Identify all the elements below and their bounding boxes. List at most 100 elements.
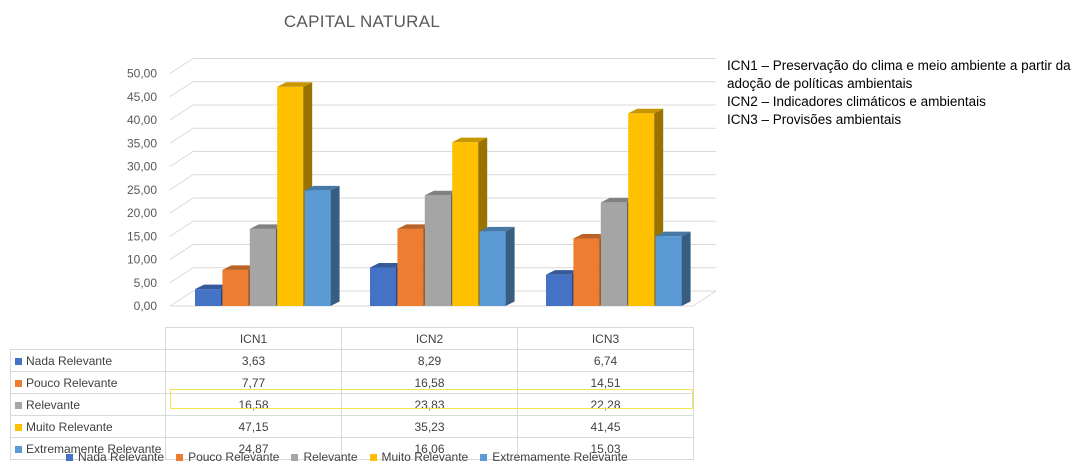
row-header-pouco-relevante: Pouco Relevante [10,371,166,394]
legend-label: Muito Relevante [381,450,469,464]
y-tick-label: 25,00 [127,183,157,197]
data-table-row-extremamente-relevante: Extremamente Relevante 24,87 16,06 15,03 [10,437,694,460]
bar-top [573,234,609,239]
bar-front [424,195,451,306]
data-cell: 8,29 [341,349,518,372]
bar-front [397,228,424,306]
gridline-diag [169,174,194,191]
y-tick-label: 50,00 [127,67,157,81]
gridline-diag [169,290,194,307]
floor-side-edge [692,290,717,307]
bar-top [370,262,405,268]
bar [304,185,340,306]
series-name: Pouco Relevante [26,375,118,390]
bar-front [304,190,331,306]
row-header-nada-relevante: Nada Relevante [10,349,166,372]
legend-item-muito-relevante: Muito Relevante [369,450,469,464]
series-name: Nada Relevante [26,353,113,368]
bar-top [546,270,581,275]
data-cell: 41,45 [517,415,694,438]
y-tick-label: 20,00 [127,206,157,220]
legend-swatch [15,423,22,431]
data-cell: 7,77 [165,371,342,394]
y-tick-label: 15,00 [127,229,157,243]
data-cell: 3,63 [165,349,342,372]
data-cell: 35,23 [341,415,518,438]
gridline-diag [169,104,194,121]
data-cell: 16,58 [341,371,518,394]
bar-front [452,142,479,306]
legend-swatch [15,401,22,409]
data-cell: 47,15 [165,415,342,438]
legend-label: Pouco Relevante [188,450,280,464]
data-cell: 16,58 [165,393,342,416]
bar-front [222,269,249,306]
series-name: Extremamente Relevante [26,441,162,456]
bar [479,226,515,306]
y-tick-label: 10,00 [127,253,157,267]
bar-chart-3d: 0,00 5,00 10,00 15,00 20,00 25,00 30,00 35,00 40… [127,58,717,313]
bar [655,231,691,306]
bar-top [195,284,230,290]
data-table-row-muito-relevante: Muito Relevante 47,15 35,23 41,45 [10,415,694,438]
bar-top [222,265,258,270]
bar-top [249,224,285,229]
bar-front [600,202,627,306]
note-icn1-line2: adoção de políticas ambientais [727,76,913,91]
bar-top [304,185,340,191]
bar-side [505,226,515,306]
gridline-diag [169,197,194,214]
data-cell: 16,06 [341,437,518,460]
bar-front [277,86,304,306]
bar-front [479,231,506,306]
gridline-diag [169,244,194,260]
category-label-icn2: ICN2 [341,327,518,350]
category-label-icn1: ICN1 [165,327,342,350]
y-tick-label: 0,00 [134,299,158,313]
data-table-row-relevante: Relevante 16,58 23,83 22,28 [10,393,694,416]
gridline-diag [169,151,194,167]
bar-top [628,108,664,114]
legend-label: Extremamente Relevante [492,450,628,464]
bar-top [600,197,636,203]
gridline-diag [169,220,194,237]
legend-item-pouco-relevante: Pouco Relevante [176,450,279,464]
bar-front [655,236,682,306]
legend-swatch [15,379,22,387]
note-icn1-line1: ICN1 – Preservação do clima e meio ambie… [727,58,1071,73]
y-tick-label: 5,00 [134,276,158,290]
y-tick-label: 45,00 [127,90,157,104]
chart-title: CAPITAL NATURAL [283,12,441,31]
bar-top [397,224,433,229]
bar-top [452,137,488,143]
row-header-extremamente-relevante: Extremamente Relevante [10,437,166,460]
legend-swatch [369,454,377,461]
data-table-row-nada-relevante: Nada Relevante 3,63 8,29 6,74 [10,349,694,372]
y-tick-label: 35,00 [127,136,157,150]
data-table-header-row: ICN1 ICN2 ICN3 [11,327,694,350]
bar-front [546,274,572,306]
category-label-icn3: ICN3 [517,327,694,350]
bar-front [573,238,600,306]
y-tick-label: 30,00 [127,160,157,174]
legend-item-nada-relevante: Nada Relevante [66,450,164,464]
gridline-diag [169,58,194,74]
bar-top [424,190,460,196]
bar-side [681,231,691,306]
legend-swatch [15,357,22,365]
legend-swatch [480,454,488,461]
note-icn3: ICN3 – Provisões ambientais [727,112,902,127]
data-table-row-pouco-relevante: Pouco Relevante 7,77 16,58 14,51 [10,371,694,394]
legend-label: Nada Relevante [78,450,165,464]
category-notes: ICN1 – Preservação do clima e meio ambie… [727,57,1071,129]
legend-swatch [176,454,184,461]
bar-top [277,82,313,87]
bar-front [628,113,655,306]
gridline-diag [169,267,194,284]
y-tick-label: 40,00 [127,113,157,127]
data-table: ICN1 ICN2 ICN3 Nada Relevante 3,63 8,29 6,7… [10,327,694,460]
data-cell: 14,51 [517,371,694,394]
bar-top [479,226,515,232]
note-icn2: ICN2 – Indicadores climáticos e ambienta… [727,94,986,109]
bar-side [330,185,340,306]
